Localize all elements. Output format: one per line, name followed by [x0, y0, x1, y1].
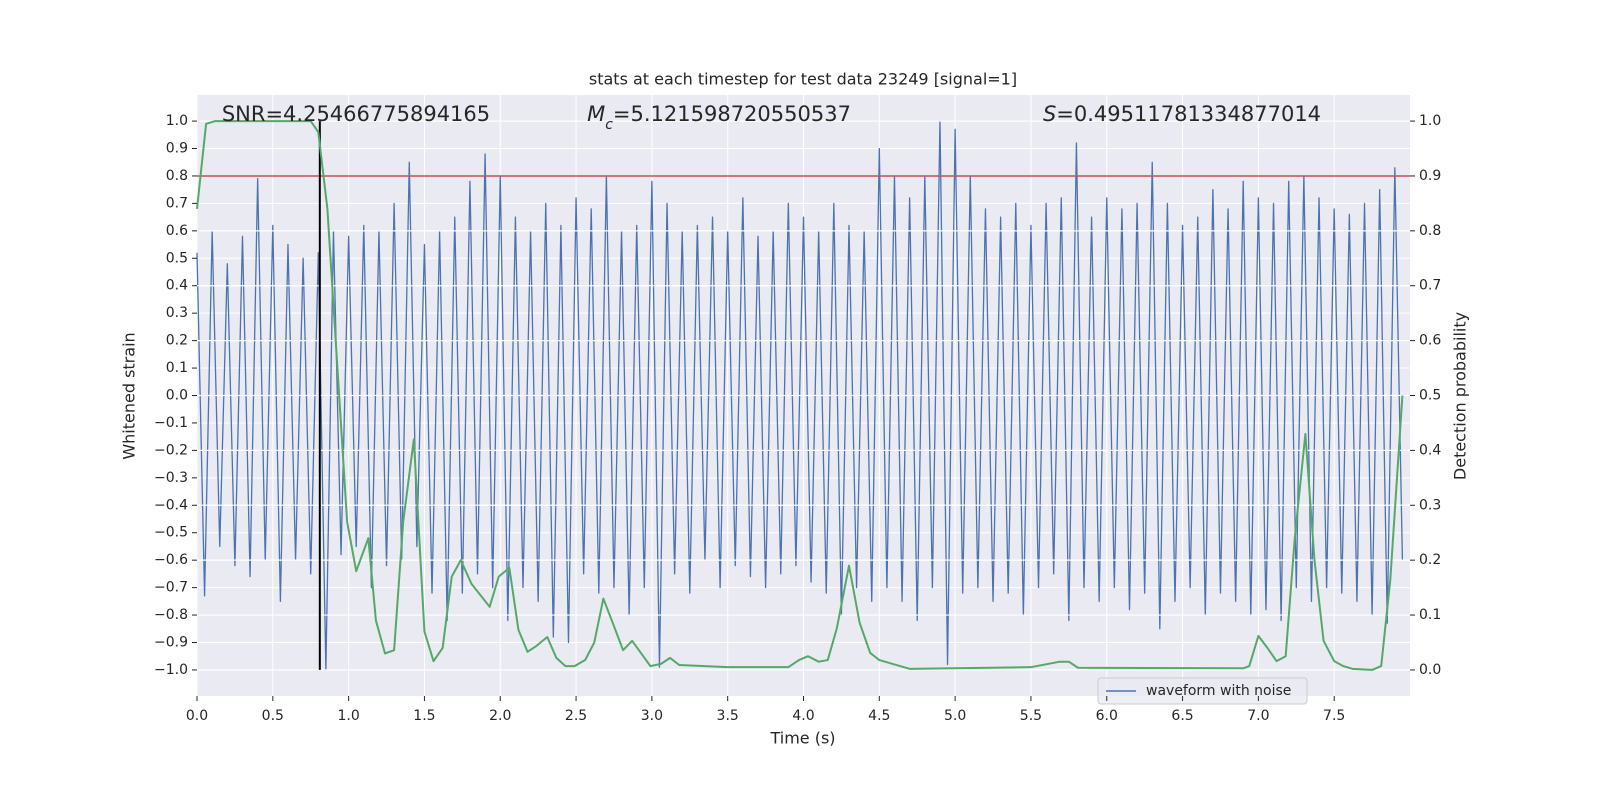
annotation-text: =0.49511781334877014	[1056, 102, 1321, 126]
legend: waveform with noise	[1097, 677, 1308, 705]
x-tick-label: 6.5	[1171, 708, 1193, 724]
annotation-symbol: M	[587, 102, 605, 126]
y-tick-label: −0.9	[154, 634, 188, 650]
y-tick-label: −0.1	[154, 415, 188, 431]
y-tick-label: 0.0	[166, 388, 188, 404]
y-tick-label: 0.1	[166, 360, 188, 376]
legend-box	[1097, 677, 1308, 705]
annotation-subscript: c	[605, 117, 613, 133]
over-layer	[196, 120, 1410, 671]
x-tick-label: 1.5	[413, 708, 435, 724]
y2-tick-label: 0.9	[1419, 168, 1441, 184]
y-tick-label: 0.6	[166, 223, 188, 239]
x-tick-label: 2.0	[489, 708, 511, 724]
y2-tick-label: 1.0	[1419, 113, 1441, 129]
x-tick-label: 7.5	[1323, 708, 1345, 724]
x-tick-label: 6.0	[1096, 708, 1118, 724]
legend-label: waveform with noise	[1146, 683, 1291, 699]
y-tick-label: −1.0	[154, 662, 188, 678]
annotation: Mc=5.121598720550537	[587, 102, 851, 133]
y2-tick-label: 0.7	[1419, 278, 1441, 294]
y2-tick-label: 0.1	[1419, 607, 1441, 623]
y-tick-label: 1.0	[166, 113, 188, 129]
y-tick-label: −0.7	[154, 580, 188, 596]
y2-tick-label: 0.8	[1419, 223, 1441, 239]
y-tick-label: −0.2	[154, 442, 188, 458]
y2-tick-label: 0.4	[1419, 442, 1441, 458]
annotation: SNR=4.25466775894165	[222, 102, 490, 126]
y2-tick-label: 0.0	[1419, 662, 1441, 678]
y-tick-label: 0.3	[166, 305, 188, 321]
data-line	[196, 120, 1404, 671]
x-axis-label: Time (s)	[769, 729, 835, 748]
y-tick-label: 0.9	[166, 141, 188, 157]
x-tick-label: 2.5	[565, 708, 587, 724]
y-tick-label: −0.5	[154, 525, 188, 541]
x-tick-label: 3.0	[641, 708, 663, 724]
x-tick-label: 5.5	[1020, 708, 1042, 724]
x-tick-label: 5.0	[944, 708, 966, 724]
y-tick-label: 0.7	[166, 195, 188, 211]
y-tick-label: −0.3	[154, 470, 188, 486]
annotation-text: =5.121598720550537	[613, 102, 851, 126]
y-tick-label: 0.4	[166, 278, 188, 294]
y-tick-label: −0.8	[154, 607, 188, 623]
y2-tick-label: 0.3	[1419, 497, 1441, 513]
x-tick-label: 4.5	[868, 708, 890, 724]
y2-tick-label: 0.6	[1419, 333, 1441, 349]
annotation: S=0.49511781334877014	[1043, 102, 1321, 126]
y2-tick-label: 0.5	[1419, 388, 1441, 404]
x-tick-label: 7.0	[1247, 708, 1269, 724]
annotation-symbol: S	[1043, 102, 1056, 126]
y-tick-label: 0.8	[166, 168, 188, 184]
y-tick-label: 0.2	[166, 333, 188, 349]
x-tick-label: 0.0	[186, 708, 208, 724]
y-axis-label: Whitened strain	[120, 332, 139, 459]
y2-axis-label: Detection probability	[1451, 312, 1470, 480]
chart-title: stats at each timestep for test data 232…	[589, 70, 1017, 89]
data-line	[196, 120, 1404, 671]
x-tick-label: 0.5	[262, 708, 284, 724]
x-tick-label: 1.0	[337, 708, 359, 724]
y-tick-label: 0.5	[166, 250, 188, 266]
y-tick-label: −0.6	[154, 552, 188, 568]
x-tick-label: 3.5	[717, 708, 739, 724]
y2-tick-label: 0.2	[1419, 552, 1441, 568]
x-tick-label: 4.0	[792, 708, 814, 724]
y-tick-label: −0.4	[154, 497, 188, 513]
